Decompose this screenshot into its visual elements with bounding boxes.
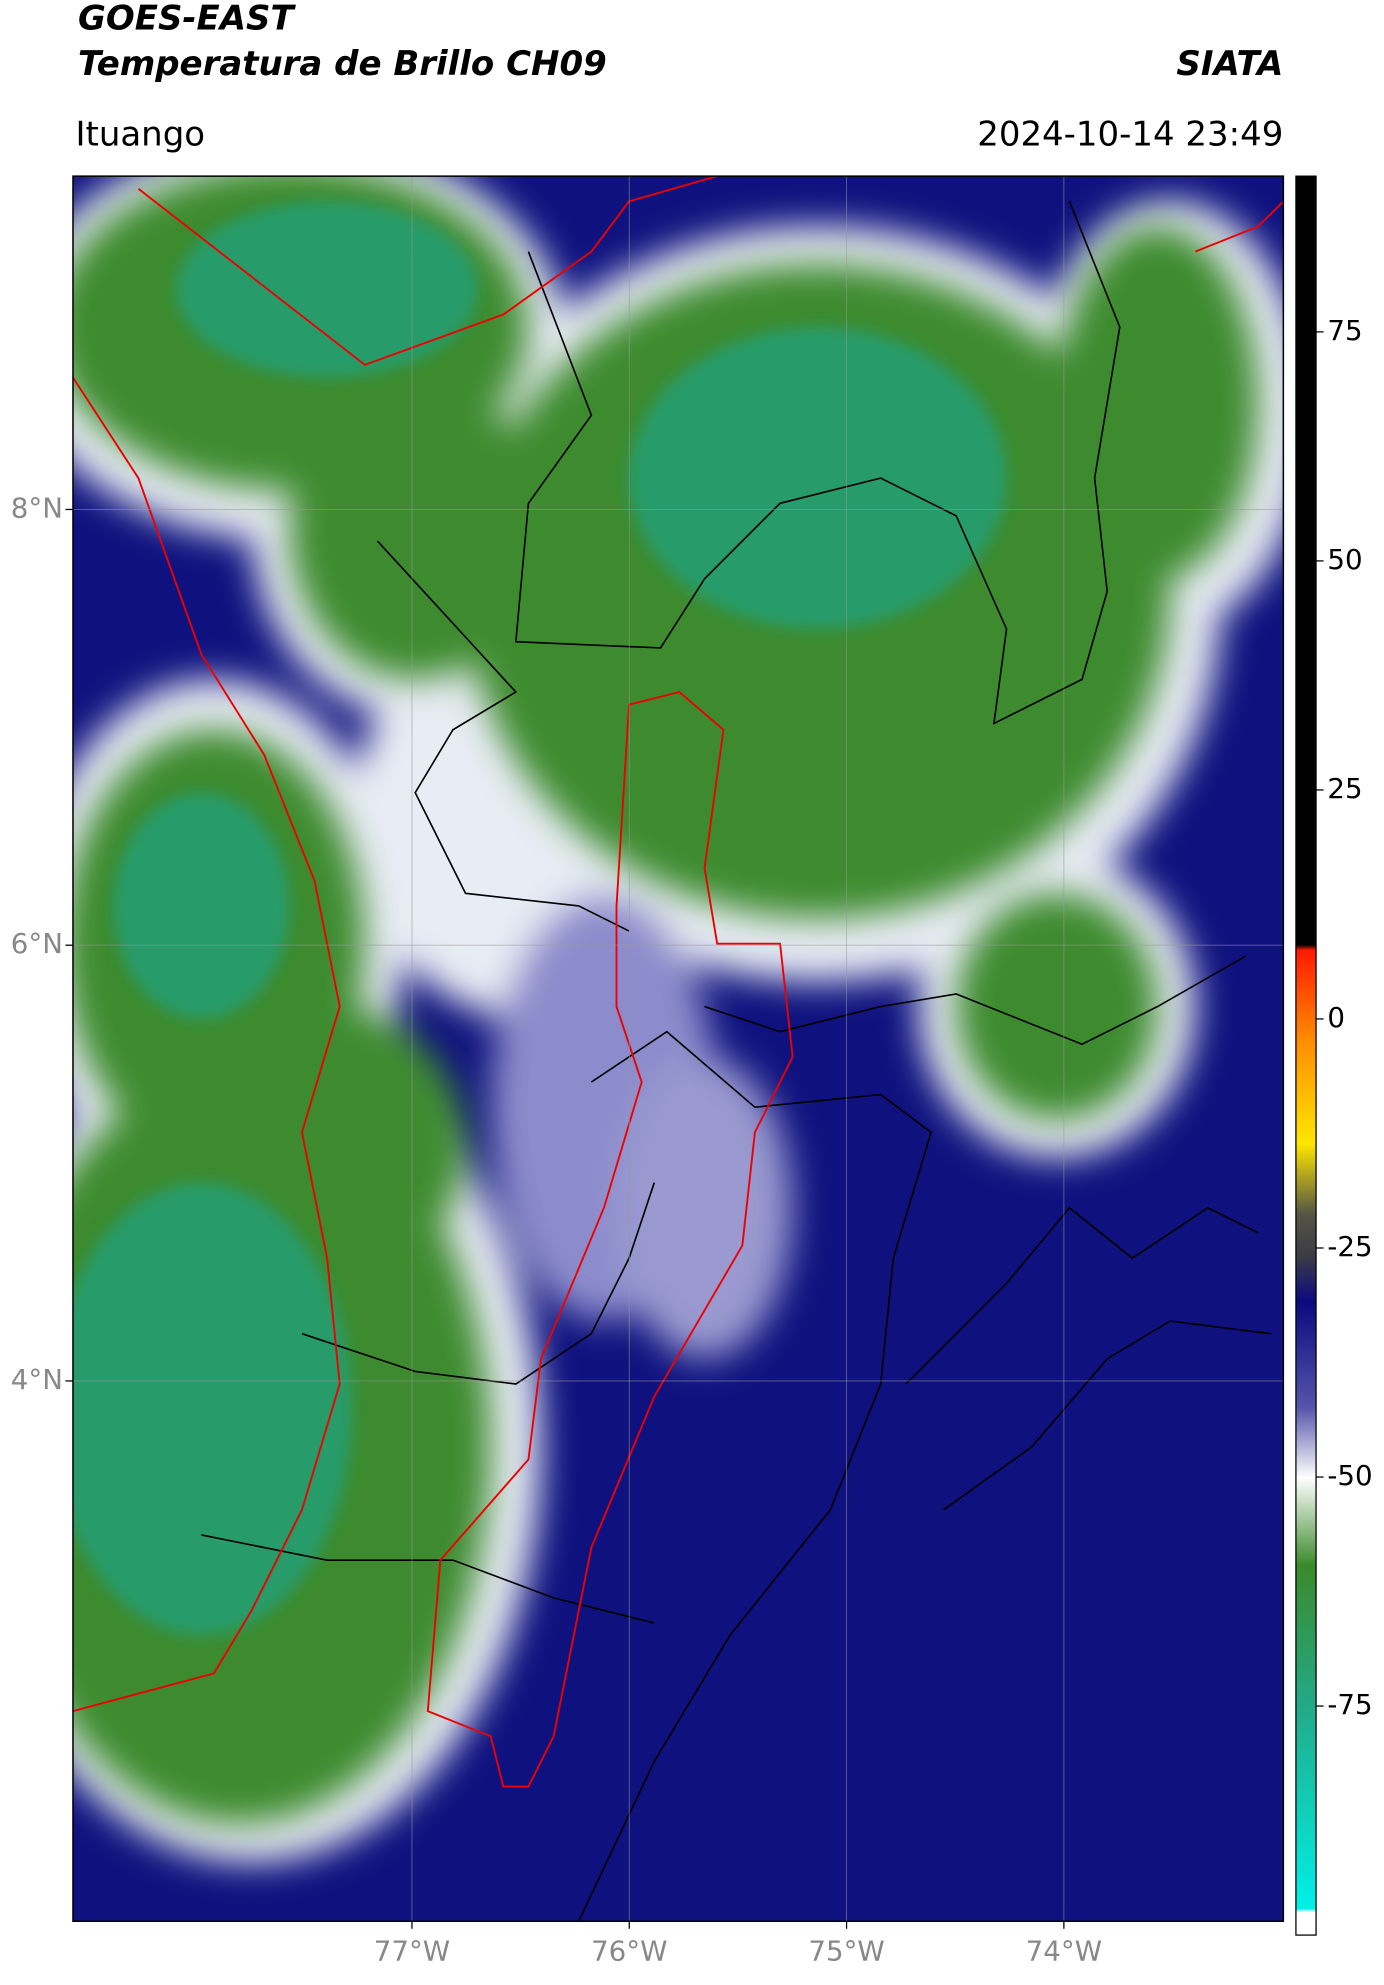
x-tick-label: 76°W [591, 1935, 667, 1968]
map-frame [72, 175, 1285, 1922]
colorbar-tick-label: 0 [1327, 1001, 1345, 1034]
brand: SIATA [1176, 44, 1283, 84]
x-tick-label: 75°W [808, 1935, 884, 1968]
subtitle: Temperatura de Brillo CH09 [78, 44, 607, 84]
y-tick-label: 8°N [11, 491, 63, 524]
colorbar-tick-label: -25 [1327, 1230, 1372, 1263]
colorbar [1295, 175, 1317, 1936]
y-tick-label: 6°N [11, 927, 63, 960]
title: GOES-EAST [78, 0, 296, 39]
colorbar-tick-label: 50 [1327, 543, 1362, 576]
x-tick-label: 74°W [1026, 1935, 1102, 1968]
colorbar-tick-label: -75 [1327, 1688, 1372, 1721]
x-tick-label: 77°W [374, 1935, 450, 1968]
y-tick-label: 4°N [11, 1363, 63, 1396]
timestamp: 2024-10-14 23:49 [977, 114, 1283, 154]
satellite-image [72, 176, 1284, 1922]
location: Ituango [75, 114, 205, 154]
colorbar-tick-label: 25 [1327, 772, 1362, 805]
colorbar-tick-label: -50 [1327, 1459, 1372, 1492]
colorbar-tick-label: 75 [1327, 314, 1362, 347]
